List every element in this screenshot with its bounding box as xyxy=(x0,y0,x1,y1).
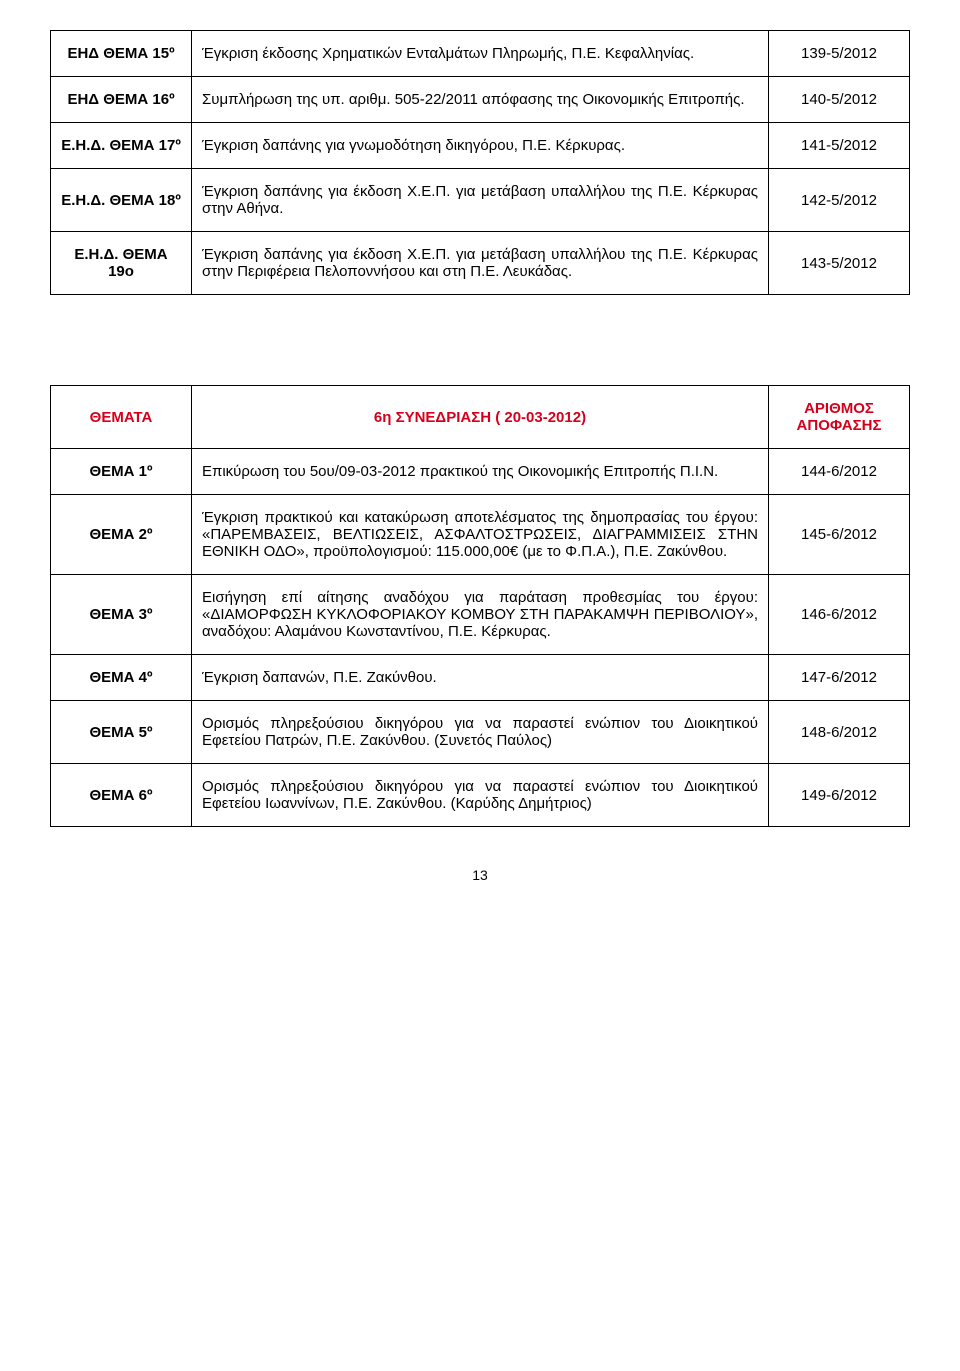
header-left: ΘΕΜΑΤΑ xyxy=(51,386,192,449)
row-label: ΘΕΜΑ 3º xyxy=(51,575,192,655)
row-reference: 146-6/2012 xyxy=(769,575,910,655)
table-row: ΘΕΜΑ 4ºΈγκριση δαπανών, Π.Ε. Ζακύνθου.14… xyxy=(51,655,910,701)
table-row: ΕΗΔ ΘΕΜΑ 15ºΈγκριση έκδοσης Χρηματικών Ε… xyxy=(51,31,910,77)
row-description: Έγκριση δαπάνης για έκδοση Χ.Ε.Π. για με… xyxy=(192,169,769,232)
table-row: ΘΕΜΑ 5ºΟρισμός πληρεξούσιου δικηγόρου γι… xyxy=(51,701,910,764)
row-reference: 145-6/2012 xyxy=(769,495,910,575)
table-row: ΘΕΜΑ 2ºΈγκριση πρακτικού και κατακύρωση … xyxy=(51,495,910,575)
row-reference: 148-6/2012 xyxy=(769,701,910,764)
table-row: Ε.Η.Δ. ΘΕΜΑ 17ºΈγκριση δαπάνης για γνωμο… xyxy=(51,123,910,169)
row-label: Ε.Η.Δ. ΘΕΜΑ 19ο xyxy=(51,232,192,295)
row-description: Έγκριση δαπάνης για έκδοση Χ.Ε.Π. για με… xyxy=(192,232,769,295)
section-header-row: ΘΕΜΑΤΑ 6η ΣΥΝΕΔΡΙΑΣΗ ( 20-03-2012) ΑΡΙΘΜ… xyxy=(51,386,910,449)
page-number: 13 xyxy=(50,867,910,883)
row-reference: 142-5/2012 xyxy=(769,169,910,232)
row-description: Εισήγηση επί αίτησης αναδόχου για παράτα… xyxy=(192,575,769,655)
row-description: Έγκριση έκδοσης Χρηματικών Ενταλμάτων Πλ… xyxy=(192,31,769,77)
row-description: Έγκριση πρακτικού και κατακύρωση αποτελέ… xyxy=(192,495,769,575)
row-description: Έγκριση δαπάνης για γνωμοδότηση δικηγόρο… xyxy=(192,123,769,169)
row-reference: 144-6/2012 xyxy=(769,449,910,495)
agenda-table-1: ΕΗΔ ΘΕΜΑ 15ºΈγκριση έκδοσης Χρηματικών Ε… xyxy=(50,30,910,295)
row-description: Έγκριση δαπανών, Π.Ε. Ζακύνθου. xyxy=(192,655,769,701)
row-reference: 143-5/2012 xyxy=(769,232,910,295)
row-label: ΘΕΜΑ 6º xyxy=(51,764,192,827)
table-spacer xyxy=(50,295,910,385)
row-description: Ορισμός πληρεξούσιου δικηγόρου για να πα… xyxy=(192,701,769,764)
row-description: Ορισμός πληρεξούσιου δικηγόρου για να πα… xyxy=(192,764,769,827)
row-label: ΕΗΔ ΘΕΜΑ 16º xyxy=(51,77,192,123)
row-reference: 139-5/2012 xyxy=(769,31,910,77)
row-description: Επικύρωση του 5ου/09-03-2012 πρακτικού τ… xyxy=(192,449,769,495)
header-right: ΑΡΙΘΜΟΣ ΑΠΟΦΑΣΗΣ xyxy=(769,386,910,449)
table-row: ΕΗΔ ΘΕΜΑ 16ºΣυμπλήρωση της υπ. αριθμ. 50… xyxy=(51,77,910,123)
table-row: ΘΕΜΑ 3ºΕισήγηση επί αίτησης αναδόχου για… xyxy=(51,575,910,655)
table-row: Ε.Η.Δ. ΘΕΜΑ 18ºΈγκριση δαπάνης για έκδοσ… xyxy=(51,169,910,232)
row-description: Συμπλήρωση της υπ. αριθμ. 505-22/2011 απ… xyxy=(192,77,769,123)
table-row: ΘΕΜΑ 6ºΟρισμός πληρεξούσιου δικηγόρου γι… xyxy=(51,764,910,827)
row-label: ΘΕΜΑ 2º xyxy=(51,495,192,575)
agenda-table-2: ΘΕΜΑΤΑ 6η ΣΥΝΕΔΡΙΑΣΗ ( 20-03-2012) ΑΡΙΘΜ… xyxy=(50,385,910,827)
row-reference: 147-6/2012 xyxy=(769,655,910,701)
row-label: ΘΕΜΑ 1º xyxy=(51,449,192,495)
table-row: ΘΕΜΑ 1ºΕπικύρωση του 5ου/09-03-2012 πρακ… xyxy=(51,449,910,495)
row-reference: 141-5/2012 xyxy=(769,123,910,169)
row-label: ΕΗΔ ΘΕΜΑ 15º xyxy=(51,31,192,77)
row-label: ΘΕΜΑ 4º xyxy=(51,655,192,701)
row-reference: 140-5/2012 xyxy=(769,77,910,123)
row-reference: 149-6/2012 xyxy=(769,764,910,827)
header-center: 6η ΣΥΝΕΔΡΙΑΣΗ ( 20-03-2012) xyxy=(192,386,769,449)
table-row: Ε.Η.Δ. ΘΕΜΑ 19οΈγκριση δαπάνης για έκδοσ… xyxy=(51,232,910,295)
row-label: Ε.Η.Δ. ΘΕΜΑ 17º xyxy=(51,123,192,169)
row-label: ΘΕΜΑ 5º xyxy=(51,701,192,764)
row-label: Ε.Η.Δ. ΘΕΜΑ 18º xyxy=(51,169,192,232)
